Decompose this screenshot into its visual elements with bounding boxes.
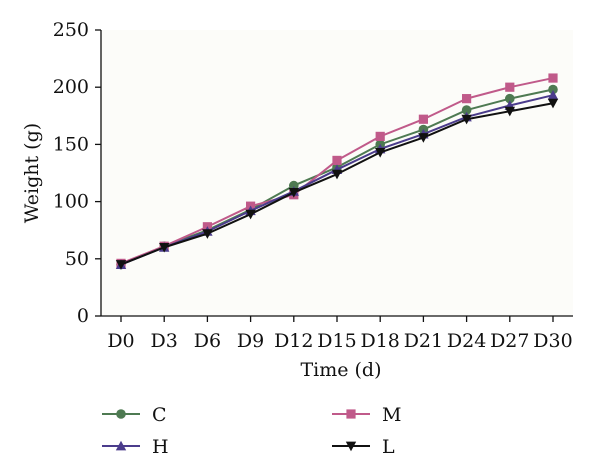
x-tick-label: D30 — [533, 330, 572, 352]
x-tick-label: D27 — [490, 330, 529, 352]
legend-marker — [345, 441, 357, 452]
data-point-M — [462, 94, 472, 104]
legend-label: C — [152, 404, 167, 426]
data-point-L — [115, 260, 127, 270]
legend-label: L — [382, 436, 395, 458]
data-point-C — [461, 105, 472, 115]
y-tick-label: 100 — [53, 191, 89, 213]
data-point-M — [505, 82, 515, 92]
data-point-M — [418, 114, 428, 124]
y-tick-label: 150 — [53, 133, 89, 155]
data-point-C — [289, 180, 299, 191]
y-axis-title: Weight (g) — [21, 123, 43, 223]
data-point-L — [418, 133, 429, 143]
legend-item-M: M — [332, 404, 401, 426]
x-tick-label: D18 — [360, 330, 399, 352]
data-point-L — [331, 169, 343, 180]
x-tick-label: D15 — [317, 330, 356, 352]
x-ticks: D0 D3 D6 D9 D12 D15 D18 D21 D24 D27 D30 — [107, 316, 573, 352]
y-tick-label: 250 — [53, 19, 89, 41]
data-point-L — [202, 229, 213, 239]
x-tick-label: D6 — [194, 330, 221, 352]
x-tick-label: D21 — [404, 330, 443, 352]
legend-marker — [115, 440, 127, 451]
legend-marker — [116, 409, 126, 419]
data-point-H — [547, 90, 559, 100]
x-axis-title: Time (d) — [300, 359, 381, 381]
data-point-C — [548, 84, 558, 95]
data-point-L — [375, 147, 386, 158]
legend-label: M — [382, 404, 401, 426]
series-L — [115, 98, 559, 270]
legend-item-C: C — [102, 404, 167, 426]
y-tick-label: 0 — [77, 305, 89, 327]
legend-item-H: H — [102, 436, 169, 458]
data-point-L — [288, 188, 299, 198]
data-point-M — [548, 73, 558, 83]
y-tick-label: 50 — [65, 248, 89, 270]
y-ticks: 0 50 100 150 200 250 — [53, 19, 101, 327]
data-point-L — [547, 98, 559, 109]
data-point-L — [504, 106, 515, 117]
x-tick-label: D24 — [447, 330, 486, 352]
data-point-L — [461, 114, 472, 125]
data-point-C — [505, 93, 515, 104]
x-tick-label: D12 — [274, 330, 313, 352]
legend-label: H — [152, 436, 169, 458]
y-tick-label: 200 — [53, 76, 89, 98]
x-tick-label: D3 — [151, 330, 178, 352]
legend-item-L: L — [332, 436, 395, 458]
x-tick-label: D0 — [107, 330, 134, 352]
data-point-M — [375, 131, 385, 141]
x-tick-label: D9 — [237, 330, 264, 352]
data-point-L — [245, 209, 256, 220]
legend-marker — [346, 409, 356, 419]
data-point-L — [159, 242, 170, 253]
series-layer — [115, 73, 559, 270]
data-point-M — [332, 155, 342, 166]
legend: C M H L — [102, 404, 401, 458]
